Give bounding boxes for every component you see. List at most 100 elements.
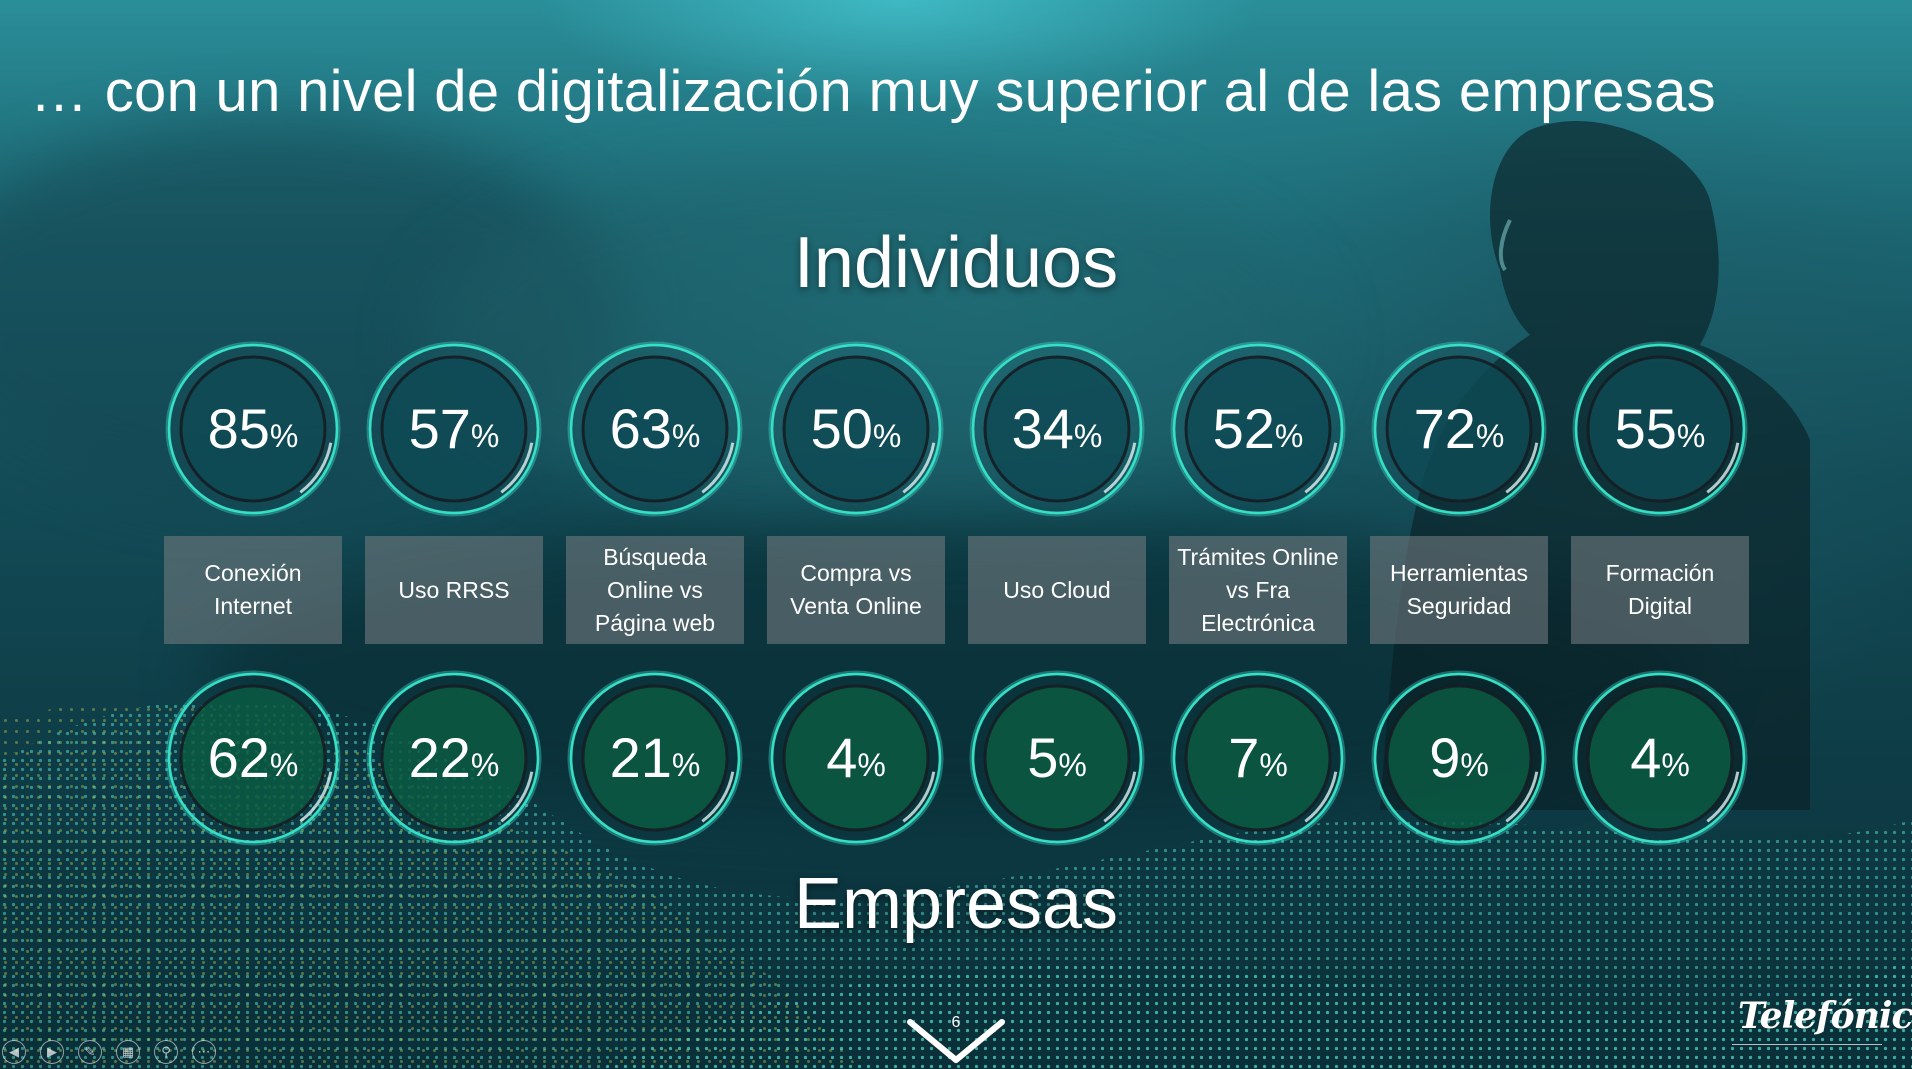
value-number: 4 (1630, 726, 1662, 789)
individuos-ring-graphic (1371, 341, 1547, 517)
empresas-ring-1: 62% (164, 669, 342, 847)
value-percent-sign: % (671, 417, 701, 454)
ring-inner-disc (1385, 684, 1533, 832)
value-number: 85 (207, 397, 270, 460)
value-percent-sign: % (872, 417, 902, 454)
value-number: 34 (1011, 397, 1074, 460)
indicator-label-2: Uso RRSS (365, 536, 543, 644)
ring-outer-stroke (1574, 672, 1746, 844)
see-all-slides-button[interactable]: ▦ (116, 1040, 140, 1064)
ring-inner-disc (581, 684, 729, 832)
value-percent-sign: % (1460, 746, 1489, 783)
ring-outer-stroke (971, 672, 1143, 844)
ring-outer-stroke (1373, 672, 1545, 844)
ring-outer-stroke (1574, 343, 1746, 515)
ring-inner-disc (782, 355, 930, 503)
label-line: Uso Cloud (1003, 576, 1111, 603)
empresas-value: 22% (365, 669, 543, 847)
value-percent-sign: % (1661, 746, 1690, 783)
indicator-label-7: Herramientas Seguridad (1370, 536, 1548, 644)
zoom-button[interactable]: ⚲ (154, 1040, 178, 1064)
individuos-ring-graphic (1572, 341, 1748, 517)
more-options-button[interactable]: ⋯ (192, 1040, 216, 1064)
label-line: Electrónica (1201, 609, 1315, 636)
empresas-ring-graphic (1572, 670, 1748, 846)
indicator-label-3: Búsqueda Online vs Página web (566, 536, 744, 644)
empresas-value: 21% (566, 669, 744, 847)
value-percent-sign: % (470, 746, 500, 783)
ring-outer-stroke (167, 672, 339, 844)
empresas-ring-graphic (1371, 670, 1547, 846)
next-icon: ▶ (47, 1044, 57, 1059)
empresas-value: 5% (968, 669, 1146, 847)
ring-outer-stroke (368, 672, 540, 844)
indicator-label-1: Conexión Internet (164, 536, 342, 644)
label-line: Uso RRSS (398, 576, 510, 603)
pen-tool-button[interactable]: ✎ (78, 1040, 102, 1064)
indicator-label-5: Uso Cloud (968, 536, 1146, 644)
value-number: 21 (609, 726, 672, 789)
telefonica-logo: Telefónica (1738, 995, 1912, 1037)
slides-grid-icon: ▦ (121, 1044, 135, 1059)
label-line: Online vs (607, 576, 703, 603)
zoom-icon: ⚲ (161, 1044, 171, 1059)
empresas-ring-graphic (366, 670, 542, 846)
ring-outer-stroke (1172, 343, 1344, 515)
value-percent-sign: % (269, 746, 299, 783)
ring-inner-disc (581, 355, 729, 503)
value-number: 50 (810, 397, 873, 460)
value-percent-sign: % (857, 746, 886, 783)
ring-outer-stroke (569, 343, 741, 515)
empresas-ring-graphic (1170, 670, 1346, 846)
previous-icon: ◀ (9, 1044, 19, 1059)
empresas-ring-graphic (969, 670, 1145, 846)
label-line: Conexión (204, 560, 302, 586)
empresas-value: 9% (1370, 669, 1548, 847)
label-line: vs Fra (1226, 576, 1290, 603)
ring-inner-disc (983, 684, 1131, 832)
ring-inner-disc (1184, 684, 1332, 832)
empresas-ring-4: 4% (767, 669, 945, 847)
pen-icon: ✎ (84, 1044, 96, 1059)
individuos-ring-graphic (1170, 341, 1346, 517)
value-number: 5 (1027, 726, 1059, 789)
previous-slide-button[interactable]: ◀ (2, 1040, 26, 1064)
value-number: 62 (207, 726, 270, 789)
individuos-value: 85% (164, 340, 342, 518)
ring-inner-disc (1385, 355, 1533, 503)
empresas-ring-graphic (165, 670, 341, 846)
label-line: Trámites Online (1177, 543, 1339, 570)
ring-inner-disc (1586, 684, 1734, 832)
individuos-value: 55% (1571, 340, 1749, 518)
next-slide-button[interactable]: ▶ (40, 1040, 64, 1064)
empresas-ring-7: 9% (1370, 669, 1548, 847)
more-options-icon: ⋯ (197, 1044, 211, 1059)
logo-underline (1732, 1044, 1882, 1045)
scroll-down-chevron-icon[interactable] (906, 1016, 1006, 1066)
value-number: 57 (408, 397, 471, 460)
individuos-heading: Individuos (793, 223, 1119, 303)
individuos-value: 34% (968, 340, 1146, 518)
empresas-value: 7% (1169, 669, 1347, 847)
ring-inner-disc (1586, 355, 1734, 503)
label-line: Búsqueda (603, 543, 707, 570)
individuos-ring-graphic (165, 341, 341, 517)
value-number: 9 (1429, 726, 1461, 789)
empresas-value: 4% (767, 669, 945, 847)
individuos-ring-8: 55% (1571, 340, 1749, 518)
value-number: 4 (826, 726, 858, 789)
ring-inner-disc (983, 355, 1131, 503)
label-line: Compra vs (800, 560, 912, 586)
value-percent-sign: % (1676, 417, 1706, 454)
ring-outer-stroke (770, 672, 942, 844)
empresas-ring-5: 5% (968, 669, 1146, 847)
value-percent-sign: % (671, 746, 701, 783)
ring-outer-stroke (1172, 672, 1344, 844)
ring-inner-disc (179, 355, 327, 503)
individuos-ring-graphic (969, 341, 1145, 517)
ring-inner-disc (179, 684, 327, 832)
individuos-value: 57% (365, 340, 543, 518)
ring-outer-stroke (167, 343, 339, 515)
individuos-ring-4: 50% (767, 340, 945, 518)
